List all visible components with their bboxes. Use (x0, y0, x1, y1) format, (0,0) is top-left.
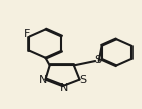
Text: F: F (23, 29, 30, 39)
Text: S: S (80, 75, 87, 85)
Text: S: S (94, 55, 102, 65)
Text: N: N (60, 83, 68, 93)
Text: N: N (38, 75, 47, 85)
